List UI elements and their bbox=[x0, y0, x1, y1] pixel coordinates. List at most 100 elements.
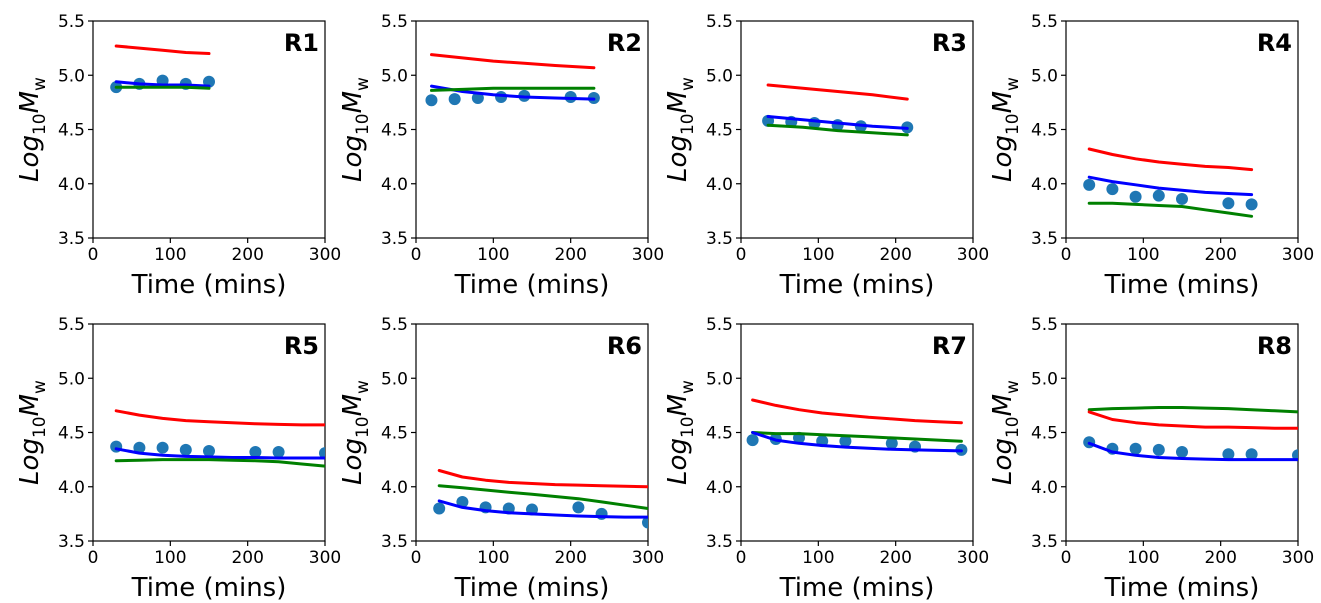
y-tick-label: 4.0 bbox=[706, 175, 733, 195]
x-axis-label: Time (mins) bbox=[779, 573, 935, 603]
y-axis-label-sub2: w bbox=[353, 380, 373, 394]
x-tick-label: 100 bbox=[477, 245, 509, 265]
y-axis-label-sub1: 10 bbox=[353, 416, 373, 438]
x-tick-label: 100 bbox=[1127, 548, 1159, 568]
x-tick-label: 0 bbox=[736, 548, 747, 568]
y-tick-label: 5.0 bbox=[1031, 369, 1058, 389]
plot-area bbox=[1083, 147, 1258, 218]
y-tick-label: 3.5 bbox=[1031, 532, 1058, 552]
y-axis-label-prefix: Log bbox=[663, 438, 693, 485]
data-point bbox=[249, 446, 262, 459]
plot-area bbox=[110, 409, 325, 468]
y-tick-label: 4.5 bbox=[381, 121, 408, 141]
y-tick-label: 4.5 bbox=[1031, 424, 1058, 444]
y-axis-label-sub1: 10 bbox=[678, 113, 698, 135]
x-tick-label: 200 bbox=[879, 245, 911, 265]
y-tick-label: 5.5 bbox=[58, 12, 85, 32]
data-point bbox=[156, 441, 169, 454]
red-series-line bbox=[751, 398, 963, 425]
y-tick-label: 4.5 bbox=[58, 424, 85, 444]
x-tick-label: 0 bbox=[411, 245, 422, 265]
panel-title: R2 bbox=[607, 29, 642, 57]
y-axis-label-main: M bbox=[338, 394, 368, 416]
x-tick-label: 100 bbox=[477, 548, 509, 568]
x-axis-label: Time (mins) bbox=[454, 270, 610, 300]
y-axis-label-sub1: 10 bbox=[353, 113, 373, 135]
x-tick-label: 100 bbox=[154, 548, 186, 568]
x-axis-label: Time (mins) bbox=[131, 573, 287, 603]
plot-area bbox=[425, 53, 600, 107]
data-point bbox=[1176, 192, 1188, 205]
y-axis-label-main: M bbox=[338, 91, 368, 113]
y-axis-label-sub1: 10 bbox=[678, 416, 698, 438]
plot-area bbox=[433, 469, 648, 529]
y-tick-label: 5.5 bbox=[381, 315, 408, 335]
y-axis-label-prefix: Log bbox=[15, 135, 45, 182]
plot-area bbox=[762, 83, 914, 137]
panel-r2: 3.5 4.0 4.5 5.0 5.5 0 100 200 300 Time (mins) Log1… bbox=[338, 12, 664, 300]
green-series-line bbox=[1087, 201, 1254, 218]
data-point bbox=[1083, 178, 1096, 191]
panel-r1: 3.5 4.0 4.5 5.0 5.5 0 100 200 300 Time (mins) Log1… bbox=[15, 12, 341, 300]
y-axis-label: Log10Mw bbox=[663, 77, 698, 182]
y-axis-label-sub1: 10 bbox=[30, 113, 50, 135]
panel-title: R8 bbox=[1257, 332, 1292, 360]
green-series-line bbox=[430, 86, 596, 92]
y-axis-label-sub2: w bbox=[353, 77, 373, 91]
y-tick-label: 4.0 bbox=[381, 175, 408, 195]
y-axis-label: Log10Mw bbox=[338, 77, 373, 182]
y-axis-label-sub1: 10 bbox=[30, 416, 50, 438]
panel-title: R5 bbox=[284, 332, 319, 360]
x-tick-label: 200 bbox=[879, 548, 911, 568]
x-tick-label: 200 bbox=[231, 548, 263, 568]
panel-title: R1 bbox=[284, 29, 319, 57]
panel-r7: 3.5 4.0 4.5 5.0 5.5 0 100 200 300 Time (mins) Log1… bbox=[663, 315, 989, 603]
data-point bbox=[572, 501, 585, 514]
plot-area bbox=[746, 398, 968, 456]
panel-title: R4 bbox=[1257, 29, 1292, 57]
data-point bbox=[133, 441, 146, 454]
data-point bbox=[1245, 198, 1258, 211]
y-axis-label-main: M bbox=[988, 394, 1018, 416]
y-tick-label: 5.5 bbox=[706, 315, 733, 335]
data-point bbox=[433, 502, 446, 515]
y-tick-label: 4.5 bbox=[381, 424, 408, 444]
data-point bbox=[425, 94, 438, 107]
x-tick-label: 300 bbox=[632, 245, 664, 265]
panel-r6: 3.5 4.0 4.5 5.0 5.5 0 100 200 300 Time (mins) Log1… bbox=[338, 315, 664, 603]
y-tick-label: 4.5 bbox=[706, 424, 733, 444]
y-axis-label-sub2: w bbox=[1003, 77, 1023, 91]
data-point bbox=[203, 444, 215, 457]
y-axis-label-prefix: Log bbox=[338, 135, 368, 182]
data-point bbox=[1222, 448, 1235, 461]
data-point bbox=[1106, 183, 1119, 196]
y-tick-label: 5.5 bbox=[1031, 315, 1058, 335]
x-axis-label: Time (mins) bbox=[779, 270, 935, 300]
x-tick-label: 300 bbox=[632, 548, 664, 568]
y-tick-label: 3.5 bbox=[381, 532, 408, 552]
data-point bbox=[839, 435, 852, 448]
x-tick-label: 200 bbox=[1204, 245, 1236, 265]
panel-r3: 3.5 4.0 4.5 5.0 5.5 0 100 200 300 Time (mins) Log1… bbox=[663, 12, 989, 300]
y-axis-label: Log10Mw bbox=[338, 380, 373, 485]
data-point bbox=[1176, 446, 1188, 459]
y-axis-label-sub1: 10 bbox=[1003, 113, 1023, 135]
y-tick-label: 5.0 bbox=[58, 369, 85, 389]
y-axis-label-main: M bbox=[663, 91, 693, 113]
x-tick-label: 200 bbox=[554, 548, 586, 568]
y-tick-label: 5.0 bbox=[381, 66, 408, 86]
red-series-line bbox=[437, 469, 648, 489]
data-point bbox=[471, 92, 484, 105]
x-tick-label: 200 bbox=[1204, 548, 1236, 568]
data-point bbox=[1222, 197, 1235, 210]
y-tick-label: 4.0 bbox=[1031, 478, 1058, 498]
y-axis-label: Log10Mw bbox=[15, 77, 50, 182]
x-tick-label: 200 bbox=[554, 245, 586, 265]
data-point bbox=[1152, 189, 1165, 202]
y-tick-label: 3.5 bbox=[706, 532, 733, 552]
x-tick-label: 0 bbox=[736, 245, 747, 265]
y-axis-label-main: M bbox=[15, 91, 45, 113]
data-point bbox=[456, 495, 469, 508]
y-axis-label-sub2: w bbox=[1003, 380, 1023, 394]
panel-title: R6 bbox=[607, 332, 642, 360]
